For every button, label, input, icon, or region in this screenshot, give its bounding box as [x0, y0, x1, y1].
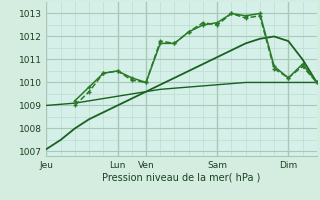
X-axis label: Pression niveau de la mer( hPa ): Pression niveau de la mer( hPa )	[102, 173, 261, 183]
